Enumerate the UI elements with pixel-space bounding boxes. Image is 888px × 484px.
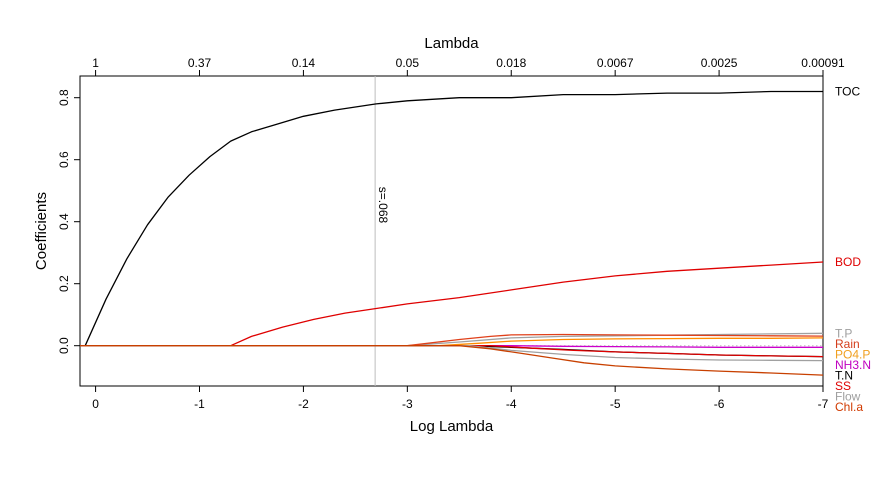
y-tick-label: 0.6 [57,151,71,168]
x-tick-label: -1 [194,397,205,411]
x-tick-label: -2 [298,397,309,411]
x-tick-label: -7 [818,397,829,411]
series-label-nh3-n: NH3.N [835,358,871,372]
top-tick-label: 0.0067 [597,56,634,70]
series-label-bod: BOD [835,255,861,269]
series-label-toc: TOC [835,85,860,99]
x-tick-label: -3 [402,397,413,411]
series-line-chl-a [80,345,824,376]
top-axis-title: Lambda [424,35,479,52]
series-label-ss: SS [835,379,851,393]
y-tick-label: 0.0 [57,337,71,354]
top-tick-label: 0.018 [496,56,526,70]
series-label-flow: Flow [835,389,861,403]
series-line-rain [80,333,824,347]
top-tick-label: 1 [92,56,99,70]
y-tick-label: 0.2 [57,275,71,292]
series-line-ss [80,345,824,358]
x-tick-label: -6 [714,397,725,411]
x-tick-label: -5 [610,397,621,411]
x-tick-label: -4 [506,397,517,411]
series-label-t-n: T.N [835,368,853,382]
series-line-po4-p [80,337,824,347]
selected-lambda-label: s=.068 [376,187,390,224]
plot-frame [79,75,824,387]
y-tick-label: 0.8 [57,89,71,106]
series-line-t-p [80,332,824,347]
top-tick-label: 0.00091 [801,56,845,70]
series-label-rain: Rain [835,337,860,351]
series-line-nh3-n [80,345,823,348]
series-line-toc [84,90,823,346]
series-line-bod [80,261,824,347]
x-tick-label: 0 [92,397,99,411]
series-label-t-p: T.P [835,326,852,340]
top-tick-label: 0.37 [188,56,212,70]
y-axis-title: Coefficients [33,192,50,270]
top-tick-label: 0.14 [292,56,316,70]
series-line-flow [80,345,824,362]
y-tick-label: 0.4 [57,213,71,230]
top-tick-label: 0.05 [396,56,420,70]
x-axis-title: Log Lambda [410,418,494,435]
top-tick-label: 0.0025 [701,56,738,70]
series-label-chl-a: Chl.a [835,400,863,414]
series-label-po4-p: PO4.P [835,347,870,361]
